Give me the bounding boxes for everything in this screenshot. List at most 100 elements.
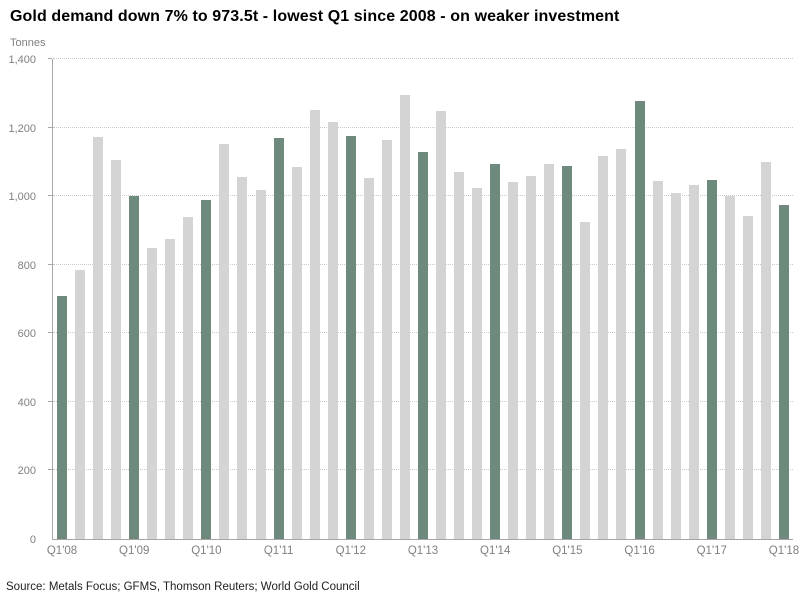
- y-axis-tick-label: 1,400: [8, 54, 36, 66]
- bar-slot: [378, 59, 396, 539]
- y-axis-tick-label: 600: [17, 328, 36, 341]
- bar-Q4'12: [399, 95, 410, 539]
- bar-slot: [522, 59, 540, 539]
- bar-Q1'18: [778, 205, 789, 539]
- bar-Q1'15: [562, 165, 573, 539]
- bar-slot: [125, 59, 143, 539]
- bar-Q4'11: [327, 122, 338, 539]
- bar-slot: [576, 59, 594, 539]
- y-axis-tick-label: 0: [29, 534, 36, 546]
- bar-Q4'08: [111, 159, 122, 539]
- bar-slot: [486, 59, 504, 539]
- x-axis-tick-label-Q1'09: Q1'09: [119, 545, 150, 557]
- bar-Q2'16: [652, 180, 663, 539]
- bar-Q1'10: [201, 199, 212, 539]
- bar-slot: [53, 59, 71, 539]
- y-axis-tick-label: 1,200: [8, 122, 36, 135]
- bar-Q3'11: [309, 110, 320, 539]
- bar-slot: [739, 59, 757, 539]
- bar-slot: [612, 59, 630, 539]
- x-axis-tick-label-Q1'12: Q1'12: [335, 545, 366, 557]
- bar-slot: [667, 59, 685, 539]
- y-axis-units-label: Tonnes: [10, 37, 46, 49]
- bar-Q2'09: [147, 248, 158, 539]
- bar-Q3'16: [670, 193, 681, 539]
- bars-container: [53, 59, 793, 539]
- bar-Q1'13: [417, 151, 428, 539]
- bar-slot: [161, 59, 179, 539]
- bar-Q3'12: [381, 139, 392, 539]
- x-axis-tick-label-Q1'17: Q1'17: [696, 545, 727, 557]
- bar-Q4'13: [472, 188, 483, 539]
- bar-slot: [396, 59, 414, 539]
- bar-Q3'09: [165, 239, 176, 539]
- x-axis-labels: Q1'08 Q1'09 Q1'10 Q1'11 Q1'12 Q1'13 Q1'14 Q1'15…: [47, 539, 799, 563]
- bar-Q3'15: [598, 156, 609, 539]
- bar-slot: [775, 59, 793, 539]
- bar-slot: [197, 59, 215, 539]
- bar-slot: [89, 59, 107, 539]
- bar-slot: [504, 59, 522, 539]
- y-axis-tick-label: 200: [17, 465, 36, 478]
- bar-Q1'12: [345, 135, 356, 539]
- x-axis-tick-label-Q1'08: Q1'08: [46, 545, 78, 557]
- bar-slot: [631, 59, 649, 539]
- bar-slot: [306, 59, 324, 539]
- bar-slot: [324, 59, 342, 539]
- bar-Q2'12: [363, 178, 374, 539]
- bar-Q4'09: [183, 217, 194, 539]
- bar-slot: [685, 59, 703, 539]
- bar-slot: [414, 59, 432, 539]
- y-axis-tick: [48, 332, 52, 334]
- bar-Q2'15: [580, 221, 591, 539]
- bar-Q3'08: [93, 137, 104, 539]
- bar-Q2'08: [75, 269, 86, 539]
- bar-slot: [288, 59, 306, 539]
- gridline-1200: [53, 126, 793, 128]
- bar-slot: [143, 59, 161, 539]
- x-axis-tick-label-Q1'10: Q1'10: [191, 545, 222, 557]
- bar-Q4'16: [688, 184, 699, 539]
- bar-slot: [107, 59, 125, 539]
- y-axis-tick-label: 800: [17, 259, 36, 272]
- bar-slot: [71, 59, 89, 539]
- chart-title: Gold demand down 7% to 973.5t - lowest Q…: [10, 8, 620, 25]
- bar-Q3'10: [237, 177, 248, 539]
- bar-Q1'14: [490, 164, 501, 539]
- bar-Q3'14: [526, 175, 537, 539]
- x-axis-tick-label-Q1'11: Q1'11: [263, 545, 294, 557]
- x-axis-tick-label-Q1'13: Q1'13: [407, 545, 439, 557]
- bar-slot: [594, 59, 612, 539]
- x-axis-tick-label-Q1'15: Q1'15: [552, 545, 583, 557]
- bar-slot: [757, 59, 775, 539]
- x-axis-tick-label-Q1'14: Q1'14: [480, 545, 511, 557]
- bar-Q1'17: [706, 180, 717, 539]
- bar-Q1'16: [634, 100, 645, 539]
- bar-slot: [233, 59, 251, 539]
- bar-slot: [721, 59, 739, 539]
- bar-slot: [252, 59, 270, 539]
- gridline-1400: [53, 58, 793, 59]
- bar-Q3'13: [454, 172, 465, 539]
- bar-slot: [270, 59, 288, 539]
- bar-slot: [468, 59, 486, 539]
- y-axis-tick: [48, 126, 52, 128]
- bar-Q1'09: [129, 196, 140, 539]
- plot-area: 0 200 400 600 800 1,000 1,200 1,400 Q1'08 Q1'09 Q…: [8, 54, 799, 557]
- bar-slot: [558, 59, 576, 539]
- bar-Q3'17: [742, 216, 753, 539]
- y-axis-tick: [48, 400, 52, 402]
- bar-slot: [360, 59, 378, 539]
- bar-slot: [432, 59, 450, 539]
- y-axis-tick-label: 400: [17, 396, 36, 409]
- y-axis-tick: [48, 263, 52, 265]
- y-axis-tick: [48, 195, 52, 197]
- bar-Q4'10: [255, 189, 266, 539]
- bar-slot: [703, 59, 721, 539]
- bar-Q1'08: [57, 296, 68, 539]
- bar-Q2'17: [724, 196, 735, 539]
- bar-slot: [179, 59, 197, 539]
- bar-Q2'10: [219, 144, 230, 539]
- bar-slot: [215, 59, 233, 539]
